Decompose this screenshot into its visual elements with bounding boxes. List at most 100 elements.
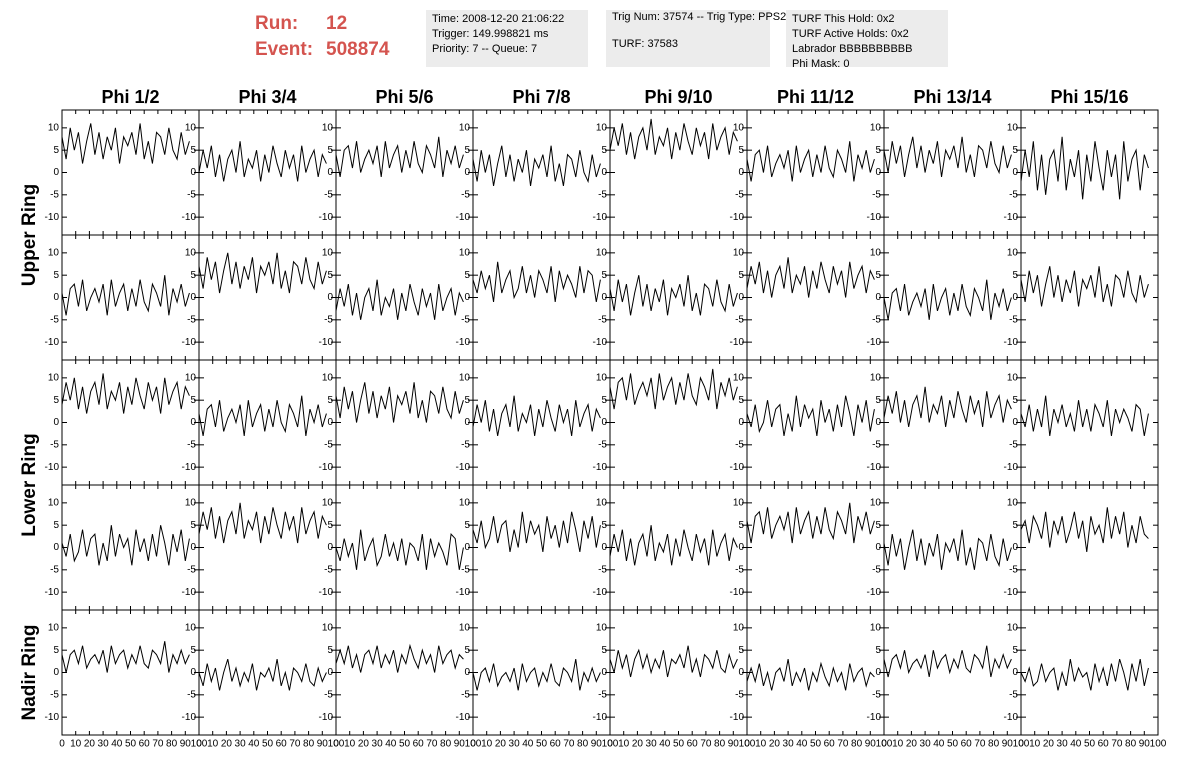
column-header: Phi 3/4 <box>238 87 296 107</box>
x-tick-label: 40 <box>248 739 260 750</box>
y-tick-label: 10 <box>870 622 882 633</box>
y-tick-label: 10 <box>48 122 60 133</box>
y-tick-label: 0 <box>327 417 333 428</box>
y-tick-label: 0 <box>1012 292 1018 303</box>
waveform <box>61 525 190 566</box>
y-tick-label: 5 <box>1012 145 1018 156</box>
y-tick-label: -10 <box>867 337 882 348</box>
waveform <box>472 395 601 436</box>
y-tick-label: -10 <box>593 587 608 598</box>
y-tick-label: 5 <box>464 520 470 531</box>
y-tick-label: 10 <box>322 372 334 383</box>
y-tick-label: 0 <box>464 292 470 303</box>
y-tick-label: 5 <box>875 395 881 406</box>
row-group-label: Lower Ring <box>19 433 40 536</box>
y-tick-label: 10 <box>459 122 471 133</box>
x-tick-label: 50 <box>673 739 685 750</box>
x-tick-label: 80 <box>988 739 1000 750</box>
x-tick-label: 80 <box>1125 739 1137 750</box>
y-tick-label: 0 <box>53 667 59 678</box>
x-tick-label: 60 <box>276 739 288 750</box>
y-tick-label: 5 <box>875 645 881 656</box>
y-tick-label: 5 <box>53 145 59 156</box>
y-tick-label: -5 <box>872 314 881 325</box>
x-tick-label: 0 <box>744 739 750 750</box>
x-tick-label: 30 <box>235 739 247 750</box>
y-tick-label: -5 <box>461 189 470 200</box>
x-tick-label: 100 <box>465 739 482 750</box>
y-tick-label: 0 <box>53 292 59 303</box>
y-tick-label: 10 <box>459 622 471 633</box>
x-tick-label: 90 <box>1002 739 1014 750</box>
y-tick-label: 5 <box>601 520 607 531</box>
column-header: Phi 15/16 <box>1050 87 1128 107</box>
y-tick-label: -10 <box>45 337 60 348</box>
y-tick-label: -5 <box>187 689 196 700</box>
waveform <box>335 279 464 320</box>
y-tick-label: 0 <box>738 667 744 678</box>
y-tick-label: -10 <box>456 712 471 723</box>
x-tick-label: 60 <box>824 739 836 750</box>
y-tick-label: -5 <box>461 689 470 700</box>
x-tick-label: 50 <box>947 739 959 750</box>
y-tick-label: 5 <box>327 520 333 531</box>
info-text: Priority: 7 -- Queue: 7 <box>432 43 537 55</box>
y-tick-label: 0 <box>53 417 59 428</box>
info-text: Trig Num: 37574 -- Trig Type: PPS2 <box>612 11 786 23</box>
y-tick-label: 5 <box>464 645 470 656</box>
waveform <box>61 373 190 414</box>
y-tick-label: 0 <box>190 417 196 428</box>
y-tick-label: 10 <box>1007 372 1019 383</box>
event-label: Event: <box>255 39 313 60</box>
y-tick-label: -10 <box>319 337 334 348</box>
y-tick-label: -5 <box>735 564 744 575</box>
y-tick-label: -10 <box>319 587 334 598</box>
y-tick-label: 0 <box>875 667 881 678</box>
y-tick-label: -5 <box>324 439 333 450</box>
y-tick-label: -10 <box>1004 712 1019 723</box>
y-tick-label: -5 <box>187 189 196 200</box>
x-tick-label: 80 <box>714 739 726 750</box>
waveform <box>335 136 464 178</box>
y-tick-label: -5 <box>598 439 607 450</box>
y-tick-label: -5 <box>50 689 59 700</box>
x-tick-label: 0 <box>333 739 339 750</box>
column-header: Phi 11/12 <box>777 87 854 107</box>
y-tick-label: 5 <box>601 145 607 156</box>
x-tick-label: 90 <box>728 739 740 750</box>
y-tick-label: 10 <box>733 372 745 383</box>
y-tick-label: 0 <box>738 167 744 178</box>
x-tick-label: 30 <box>1057 739 1069 750</box>
y-tick-label: 10 <box>870 122 882 133</box>
x-tick-label: 70 <box>974 739 986 750</box>
y-tick-label: 0 <box>190 667 196 678</box>
x-tick-label: 90 <box>865 739 877 750</box>
column-header: Phi 13/14 <box>913 87 991 107</box>
y-tick-label: -5 <box>50 439 59 450</box>
panel-frame <box>609 359 748 486</box>
y-tick-label: 0 <box>601 417 607 428</box>
panel-frame <box>883 234 1022 361</box>
x-tick-label: 50 <box>536 739 548 750</box>
x-tick-label: 40 <box>796 739 808 750</box>
y-tick-label: 5 <box>601 270 607 281</box>
info-text: TURF: 37583 <box>612 38 678 50</box>
y-tick-label: 5 <box>738 395 744 406</box>
waveform <box>1020 658 1149 691</box>
y-tick-label: -5 <box>735 314 744 325</box>
y-tick-label: -10 <box>182 587 197 598</box>
x-tick-label: 50 <box>1084 739 1096 750</box>
y-tick-label: 0 <box>601 542 607 553</box>
x-tick-label: 0 <box>59 739 65 750</box>
y-tick-label: -10 <box>593 337 608 348</box>
panel-frame <box>335 109 474 236</box>
x-tick-label: 40 <box>659 739 671 750</box>
x-tick-label: 90 <box>454 739 466 750</box>
y-tick-label: -5 <box>187 439 196 450</box>
waveform <box>335 643 464 673</box>
y-tick-label: 0 <box>464 417 470 428</box>
y-tick-label: -10 <box>1004 337 1019 348</box>
y-tick-label: -10 <box>319 712 334 723</box>
y-tick-label: 0 <box>327 167 333 178</box>
